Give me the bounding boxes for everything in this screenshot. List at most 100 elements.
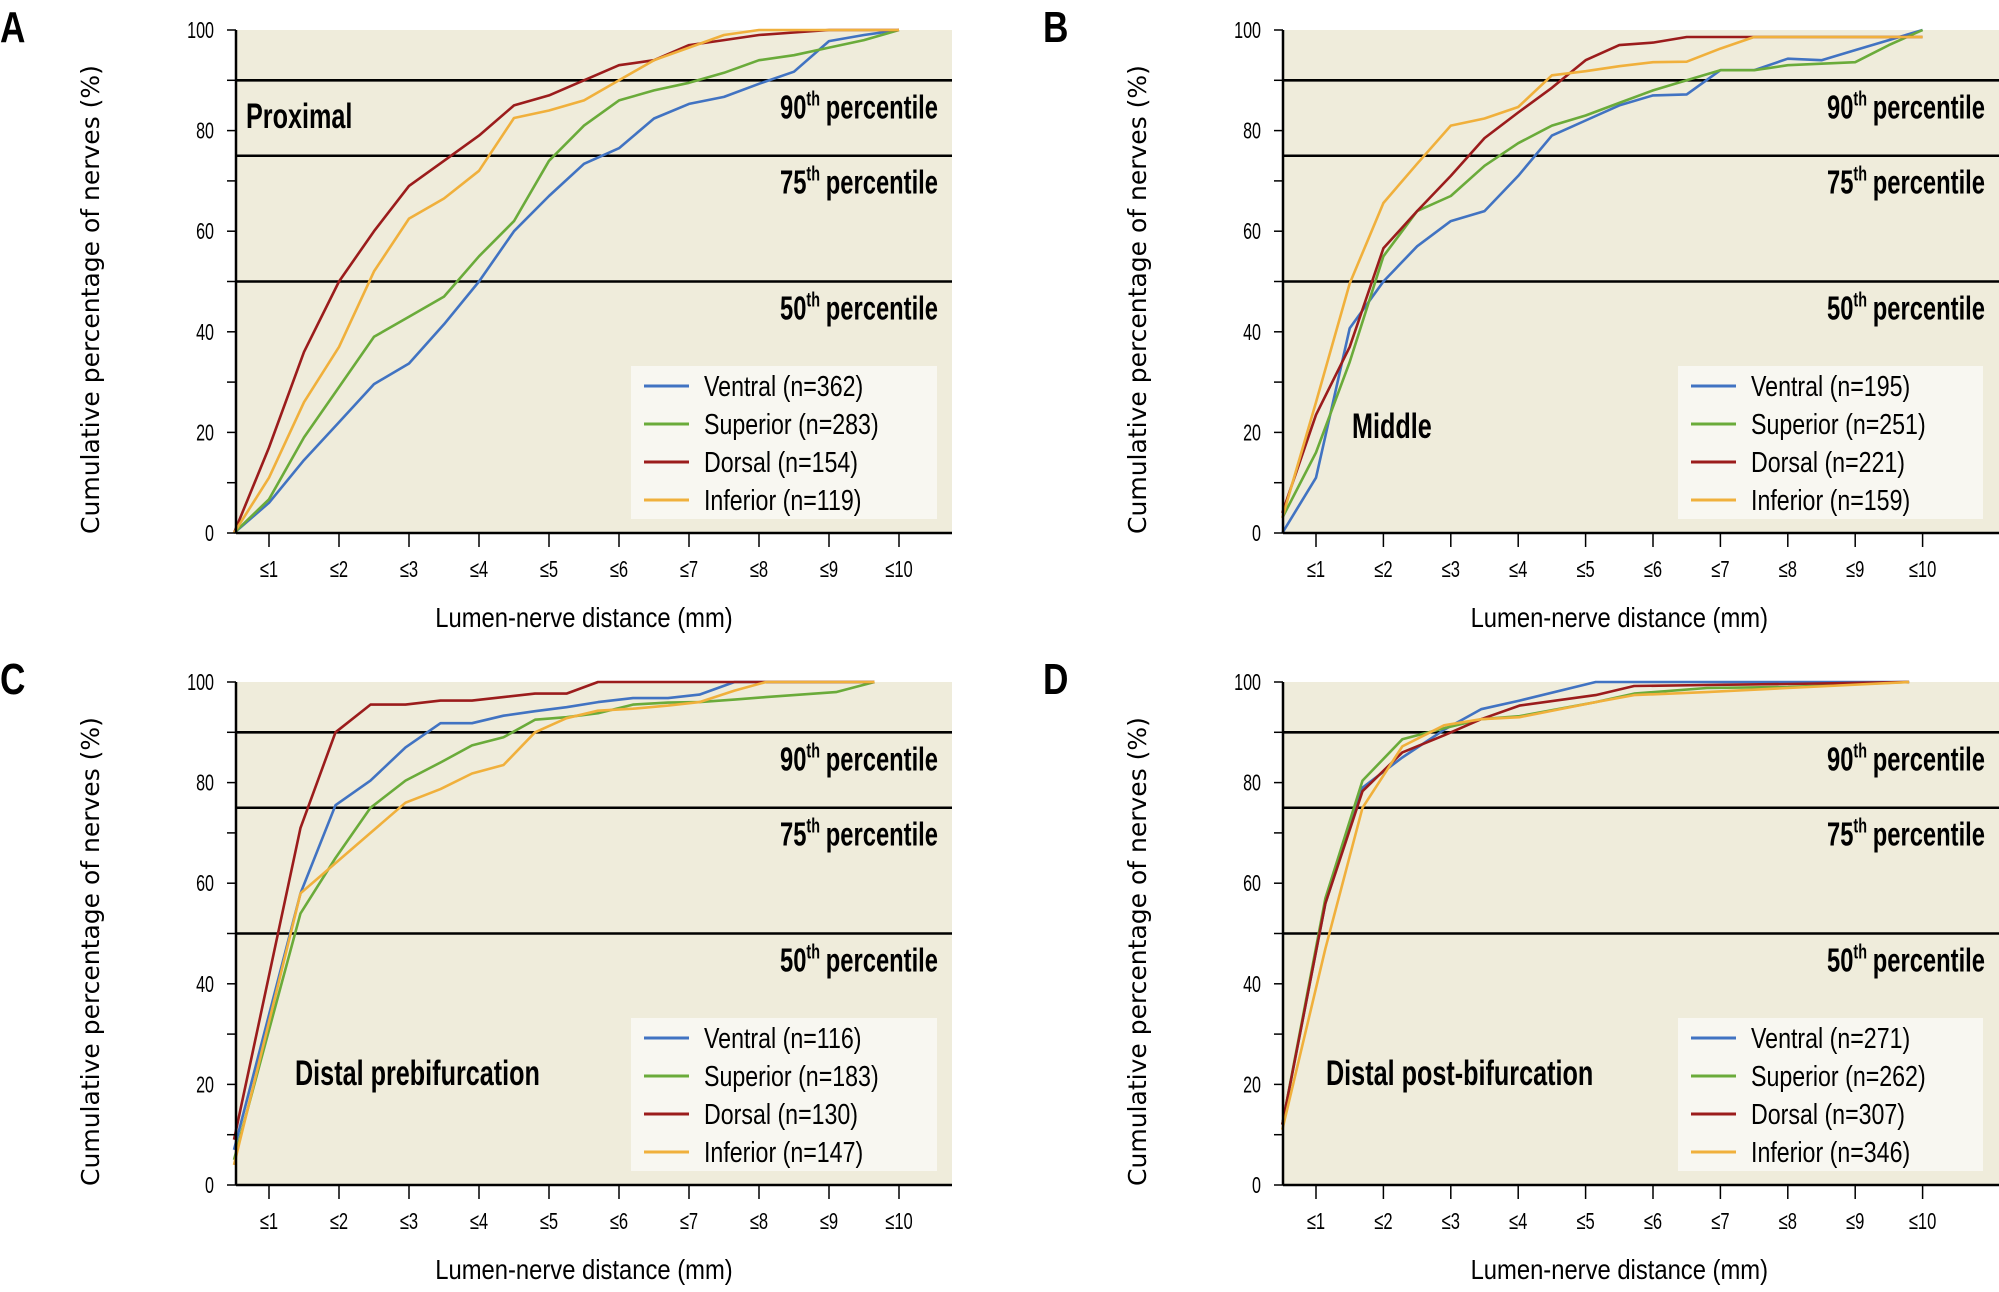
legend-box: [1678, 1018, 1983, 1171]
percentile-number: 50: [1827, 943, 1853, 980]
percentile-suffix: th: [806, 739, 820, 762]
x-tick-label: ≤10: [1909, 1209, 1937, 1234]
y-axis-title: Cumulative percentage of nerves (%): [1123, 65, 1152, 534]
percentile-suffix: th: [1853, 940, 1867, 963]
y-tick-label: 80: [196, 119, 214, 144]
x-tick-label: ≤4: [1509, 1209, 1527, 1234]
legend-label: Inferior (n=159): [1751, 483, 1910, 516]
percentile-suffix: th: [806, 288, 820, 311]
y-tick-label: 0: [1252, 1173, 1261, 1198]
percentile-number: 75: [1827, 817, 1853, 854]
x-tick-label: ≤6: [1644, 1209, 1662, 1234]
y-tick-label: 20: [1243, 421, 1261, 446]
percentile-label-50: 50th percentile: [780, 288, 938, 327]
percentile-label-75: 75th percentile: [1827, 814, 1985, 853]
x-tick-label: ≤5: [540, 1209, 558, 1234]
x-tick-label: ≤1: [260, 1209, 278, 1234]
percentile-word: percentile: [826, 817, 938, 854]
x-tick-label: ≤9: [820, 1209, 838, 1234]
y-axis-title: Cumulative percentage of nerves (%): [76, 717, 105, 1186]
x-tick-label: ≤9: [1846, 1209, 1864, 1234]
y-tick-label: 60: [196, 220, 214, 245]
y-tick-label: 80: [1243, 771, 1261, 796]
percentile-label-90: 90th percentile: [1827, 87, 1985, 126]
x-tick-label: ≤2: [330, 1209, 348, 1234]
series-line-ventral: [1281, 28, 1923, 534]
legend-box: [631, 366, 937, 519]
y-tick-label: 60: [1243, 872, 1261, 897]
panel-letter: C: [0, 655, 25, 704]
y-tick-label: 20: [196, 421, 214, 446]
x-tick-label: ≤1: [1307, 557, 1325, 582]
legend-label: Superior (n=262): [1751, 1059, 1926, 1092]
y-tick-label: 40: [1243, 972, 1261, 997]
x-tick-label: ≤5: [1576, 557, 1594, 582]
panel-title: Distal prebifurcation: [295, 1054, 540, 1093]
percentile-word: percentile: [1873, 817, 1985, 854]
y-tick-label: 0: [205, 1173, 214, 1198]
x-tick-label: ≤4: [470, 1209, 488, 1234]
legend-label: Superior (n=251): [1751, 407, 1926, 440]
percentile-number: 90: [780, 742, 806, 779]
percentile-suffix: th: [1853, 739, 1867, 762]
legend-label: Dorsal (n=154): [704, 445, 858, 478]
series-line-inferior: [1281, 35, 1923, 519]
legend-label: Dorsal (n=130): [704, 1097, 858, 1130]
percentile-label-90: 90th percentile: [1827, 739, 1985, 778]
y-tick-label: 80: [196, 771, 214, 796]
legend-label: Ventral (n=116): [704, 1021, 862, 1054]
x-tick-label: ≤4: [1509, 557, 1527, 582]
y-tick-label: 0: [1252, 521, 1261, 546]
x-tick-label: ≤9: [1846, 557, 1864, 582]
x-tick-label: ≤8: [750, 557, 768, 582]
legend-label: Superior (n=183): [704, 1059, 879, 1092]
percentile-word: percentile: [1873, 90, 1985, 127]
x-tick-label: ≤7: [680, 1209, 698, 1234]
series-line-dorsal: [232, 28, 899, 534]
series-line-inferior: [232, 28, 899, 534]
percentile-label-50: 50th percentile: [780, 940, 938, 979]
series-line-superior: [233, 28, 900, 534]
percentile-word: percentile: [1873, 742, 1985, 779]
panel-title: Distal post-bifurcation: [1326, 1054, 1593, 1093]
y-tick-label: 100: [1234, 18, 1261, 43]
x-axis-title: Lumen-nerve distance (mm): [1471, 1253, 1768, 1285]
y-tick-label: 100: [187, 670, 214, 695]
percentile-suffix: th: [1853, 87, 1867, 110]
x-tick-label: ≤5: [540, 557, 558, 582]
legend-label: Dorsal (n=221): [1751, 445, 1905, 478]
percentile-word: percentile: [826, 90, 938, 127]
x-axis-title: Lumen-nerve distance (mm): [435, 1253, 732, 1285]
legend-label: Ventral (n=271): [1751, 1021, 1910, 1054]
x-tick-label: ≤8: [1779, 1209, 1797, 1234]
percentile-number: 75: [1827, 165, 1853, 202]
y-tick-label: 40: [1243, 320, 1261, 345]
y-tick-label: 20: [196, 1073, 214, 1098]
series-line-superior: [1281, 28, 1924, 519]
y-tick-label: 80: [1243, 119, 1261, 144]
y-tick-label: 60: [1243, 220, 1261, 245]
percentile-word: percentile: [826, 943, 938, 980]
legend-label: Ventral (n=362): [704, 369, 863, 402]
y-tick-label: 60: [196, 872, 214, 897]
x-tick-label: ≤7: [680, 557, 698, 582]
percentile-word: percentile: [1873, 943, 1985, 980]
panel-letter: A: [0, 3, 25, 52]
percentile-number: 90: [1827, 90, 1853, 127]
x-tick-label: ≤10: [885, 1209, 913, 1234]
series-line-dorsal: [1281, 680, 1910, 1125]
x-tick-label: ≤2: [1374, 557, 1392, 582]
x-tick-label: ≤1: [260, 557, 278, 582]
x-tick-label: ≤3: [400, 557, 418, 582]
percentile-number: 75: [780, 165, 806, 202]
x-tick-label: ≤2: [330, 557, 348, 582]
percentile-suffix: th: [1853, 162, 1867, 185]
legend-label: Inferior (n=119): [704, 483, 861, 516]
percentile-suffix: th: [1853, 814, 1867, 837]
panel-title: Middle: [1352, 407, 1432, 446]
percentile-suffix: th: [806, 87, 820, 110]
x-tick-label: ≤9: [820, 557, 838, 582]
percentile-number: 50: [1827, 291, 1853, 328]
